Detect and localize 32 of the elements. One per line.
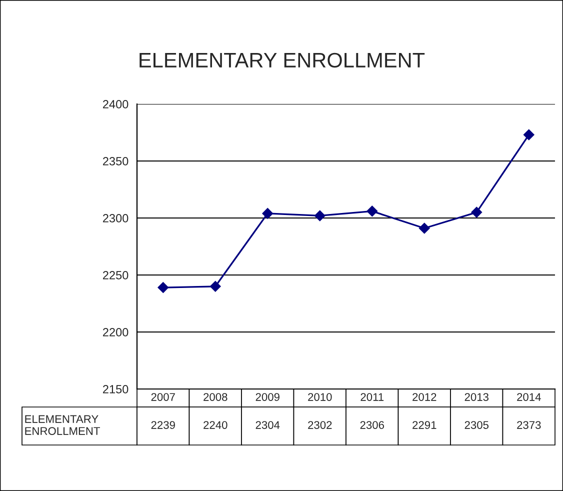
- data-label: 2305: [464, 421, 489, 429]
- y-tick-label: 2350: [103, 157, 128, 166]
- x-tick-label: 2007: [151, 393, 175, 401]
- point: [158, 282, 169, 293]
- data-label: 2373: [517, 421, 541, 429]
- x-tick-label: 2011: [360, 393, 384, 401]
- y-tick-label: 2150: [103, 385, 128, 394]
- point: [262, 208, 274, 219]
- data-label: 2239: [151, 421, 175, 429]
- x-tick-label: 2012: [412, 393, 436, 401]
- point: [210, 280, 221, 292]
- data-label: 2240: [204, 421, 228, 429]
- x-tick-label: 2014: [517, 393, 541, 401]
- point: [366, 206, 378, 217]
- chart-title: ELEMENTARY ENROLLMENT: [140, 52, 425, 68]
- data-label: 2306: [360, 421, 384, 429]
- y-tick-label: 2200: [103, 328, 128, 336]
- y-tick-label: 2250: [103, 271, 128, 280]
- point: [523, 129, 534, 140]
- point: [471, 206, 482, 218]
- data-label: 2302: [308, 421, 332, 429]
- x-tick-label: 2008: [204, 393, 228, 401]
- x-tick-label: 2010: [308, 393, 332, 401]
- y-tick-label: 2300: [103, 214, 128, 222]
- data-label: 2304: [256, 421, 280, 429]
- point: [314, 210, 326, 222]
- point: [418, 222, 430, 234]
- data-label: 2291: [412, 421, 436, 429]
- y-tick-label: 2400: [103, 100, 128, 108]
- x-tick-label: 2013: [464, 393, 488, 401]
- x-tick-label: 2009: [256, 393, 280, 401]
- text: ELEMENTARY ENROLLMENT: [25, 415, 100, 435]
